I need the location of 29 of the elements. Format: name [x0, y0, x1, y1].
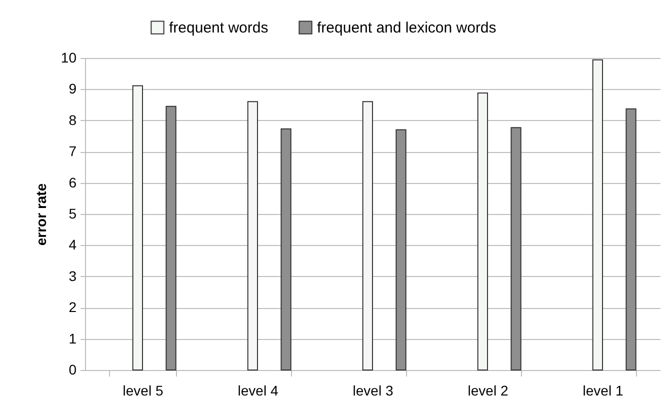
bar — [626, 108, 636, 370]
legend-label: frequent words — [169, 20, 268, 37]
bar — [280, 128, 292, 370]
y-tick-label: 9 — [68, 80, 77, 97]
bar — [132, 85, 143, 370]
y-tick-label: 5 — [68, 206, 77, 222]
bar — [477, 92, 488, 370]
y-tick-label: 6 — [68, 174, 77, 190]
y-tick-label: 3 — [68, 268, 77, 284]
bar — [247, 101, 258, 370]
bar — [166, 106, 176, 370]
bar — [362, 101, 373, 370]
y-tick-label: 8 — [68, 112, 77, 128]
y-tick-label: 2 — [68, 299, 77, 316]
x-tick-label: level 4 — [238, 382, 278, 398]
bar — [510, 127, 522, 370]
bar — [396, 129, 406, 370]
x-tick-label: level 3 — [352, 382, 394, 398]
bar — [592, 59, 603, 370]
y-tick-label: 1 — [68, 330, 77, 346]
y-tick-label: 7 — [68, 143, 77, 160]
x-tick-label: level 5 — [122, 382, 164, 398]
x-tick-label: level 2 — [468, 382, 508, 398]
y-axis-title: error rate — [32, 183, 49, 246]
y-tick-label: 4 — [68, 236, 77, 253]
legend-label: frequent and lexicon words — [317, 20, 496, 37]
y-tick-label: 10 — [60, 50, 77, 66]
y-tick-label: 0 — [68, 362, 77, 378]
x-tick-label: level 1 — [582, 382, 624, 398]
